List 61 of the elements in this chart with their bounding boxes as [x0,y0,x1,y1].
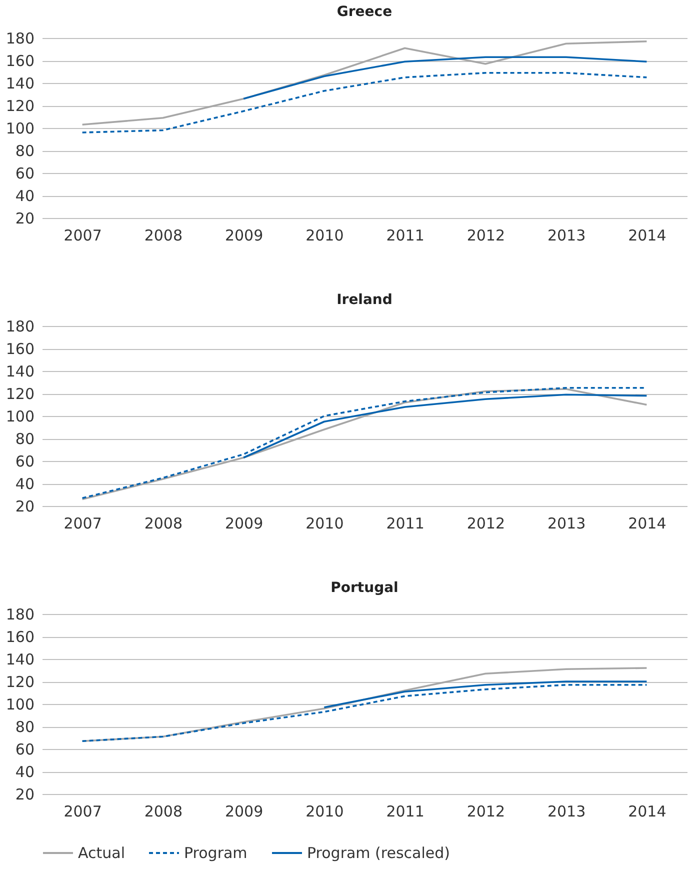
y-tick-label: 80 [15,718,34,736]
y-tick-label: 140 [6,650,34,668]
y-tick-label: 180 [6,318,34,336]
y-tick-label: 60 [15,740,34,758]
x-tick-label: 2011 [386,514,424,532]
y-tick-label: 60 [15,164,34,182]
x-tick-label: 2009 [224,514,264,532]
line-series [81,40,648,126]
line-series [81,72,648,134]
y-tick-label: 80 [15,142,34,160]
x-tick-label: 2012 [466,802,506,820]
y-tick-label: 20 [15,498,34,516]
y-tick-label: 100 [6,120,34,138]
y-tick-label: 60 [15,452,34,470]
x-tick-label: 2014 [628,226,666,244]
y-tick-label: 80 [15,430,34,448]
y-tick-label: 120 [6,385,34,403]
y-tick-label: 180 [6,606,34,624]
y-tick-label: 180 [6,30,34,48]
x-tick-label: 2010 [306,802,344,820]
x-tick-label: 2013 [547,514,586,532]
x-tick-label: 2013 [547,802,586,820]
y-tick-label: 100 [6,408,34,426]
x-tick-label: 2010 [306,514,344,532]
x-tick-label: 2007 [64,802,102,820]
legend-label: Actual [78,844,125,862]
x-tick-label: 2011 [386,226,424,244]
y-tick-label: 140 [6,362,34,380]
line-series [242,56,648,100]
x-tick-label: 2008 [144,802,183,820]
x-tick-label: 2013 [547,226,586,244]
y-tick-label: 160 [6,52,34,70]
chart-title: Ireland [336,292,392,308]
x-tick-label: 2010 [306,226,344,244]
y-tick-label: 40 [15,763,34,781]
y-tick-label: 120 [6,673,34,691]
x-tick-label: 2009 [224,226,264,244]
y-tick-label: 40 [15,475,34,493]
chart-title: Portugal [330,580,398,596]
chart-title: Greece [336,4,392,20]
legend-label: Program (rescaled) [307,844,450,862]
y-tick-label: 20 [15,786,34,804]
y-tick-label: 40 [15,187,34,205]
x-tick-label: 2008 [144,226,183,244]
legend-label: Program [184,844,248,862]
y-tick-label: 20 [15,210,34,228]
y-tick-label: 120 [6,97,34,115]
x-tick-label: 2009 [224,802,264,820]
line-series [81,684,648,742]
x-tick-label: 2014 [628,514,666,532]
y-tick-label: 160 [6,340,34,358]
y-tick-label: 160 [6,628,34,646]
x-tick-label: 2011 [386,802,424,820]
y-tick-label: 100 [6,696,34,714]
x-tick-label: 2012 [466,226,506,244]
x-tick-label: 2007 [64,226,102,244]
y-tick-label: 140 [6,74,34,92]
x-tick-label: 2014 [628,802,666,820]
x-tick-label: 2008 [144,514,183,532]
x-tick-label: 2012 [466,514,506,532]
x-tick-label: 2007 [64,514,102,532]
